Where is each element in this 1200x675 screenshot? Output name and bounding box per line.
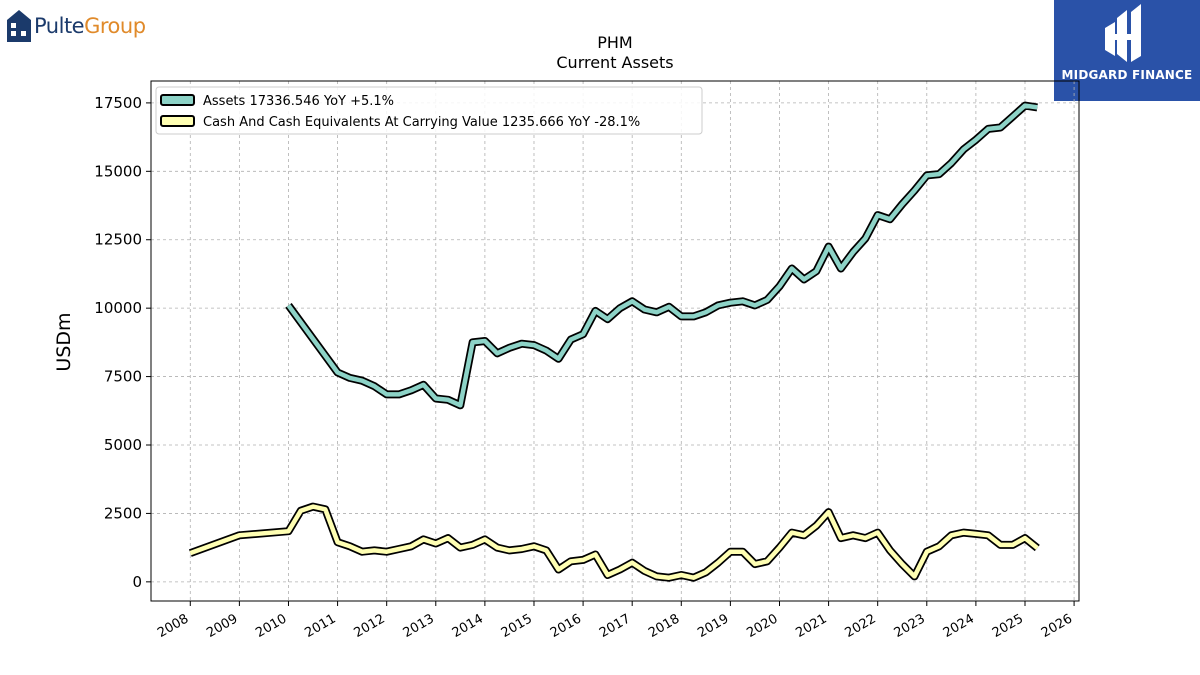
chart-subtitle: Current Assets [556,53,673,72]
y-tick-label: 10000 [94,299,142,317]
y-tick-label: 12500 [94,231,142,249]
pultegroup-wordmark: PulteGroup [34,14,146,38]
plot-frame [150,80,1080,602]
legend-label-1: Cash And Cash Equivalents At Carrying Va… [203,115,640,130]
y-tick-label: 17500 [94,94,142,112]
x-tick-label: 2025 [990,611,1026,641]
x-tick-label: 2013 [401,611,437,641]
midgard-monogram-icon [1105,4,1141,62]
x-tick-label: 2026 [1039,611,1075,641]
y-axis-label: USDm [53,312,75,371]
series-layer [188,101,1040,582]
x-axis: 2008 2009 2010 2011 2012 2013 2014 2015 2016 2017… [155,601,1075,641]
x-tick-label: 2009 [204,611,240,641]
legend-swatch-0 [160,94,195,106]
series-line-0 [286,103,1038,408]
y-tick-label: 7500 [104,368,142,386]
x-tick-label: 2018 [646,611,682,641]
x-tick-label: 2011 [302,611,338,641]
y-tick-label: 15000 [94,162,142,180]
y-tick-label: 0 [132,573,142,591]
pultegroup-logo: PulteGroup [6,6,146,46]
series-outline-0 [285,101,1038,410]
x-tick-label: 2022 [843,611,879,641]
x-tick-label: 2008 [155,611,191,641]
x-tick-label: 2015 [499,611,535,641]
x-tick-label: 2021 [793,611,829,641]
chart-title: PHM [597,33,632,52]
y-tick-label: 2500 [104,504,142,522]
legend: Assets 17336.546 YoY +5.1% Cash And Cash … [155,86,703,135]
series-line-1 [189,504,1039,580]
midgard-finance-logo: MIDGARD FINANCE [1054,0,1200,101]
y-tick-label: 5000 [104,436,142,454]
x-tick-label: 2020 [744,611,780,641]
house-icon [7,10,31,42]
x-tick-label: 2014 [450,611,486,641]
legend-swatch-1 [160,115,195,127]
legend-box [155,86,703,135]
x-tick-label: 2023 [892,611,928,641]
x-tick-label: 2010 [253,611,289,641]
x-tick-label: 2017 [597,611,633,641]
x-tick-label: 2012 [352,611,388,641]
series-outline-1 [188,502,1040,582]
legend-label-0: Assets 17336.546 YoY +5.1% [203,94,394,109]
x-tick-label: 2024 [941,611,977,641]
midgard-finance-label: MIDGARD FINANCE [1061,68,1193,82]
x-tick-label: 2019 [695,611,731,641]
x-tick-label: 2016 [548,611,584,641]
y-axis: 0 2500 5000 7500 10000 12500 15000 17500 [94,94,151,591]
